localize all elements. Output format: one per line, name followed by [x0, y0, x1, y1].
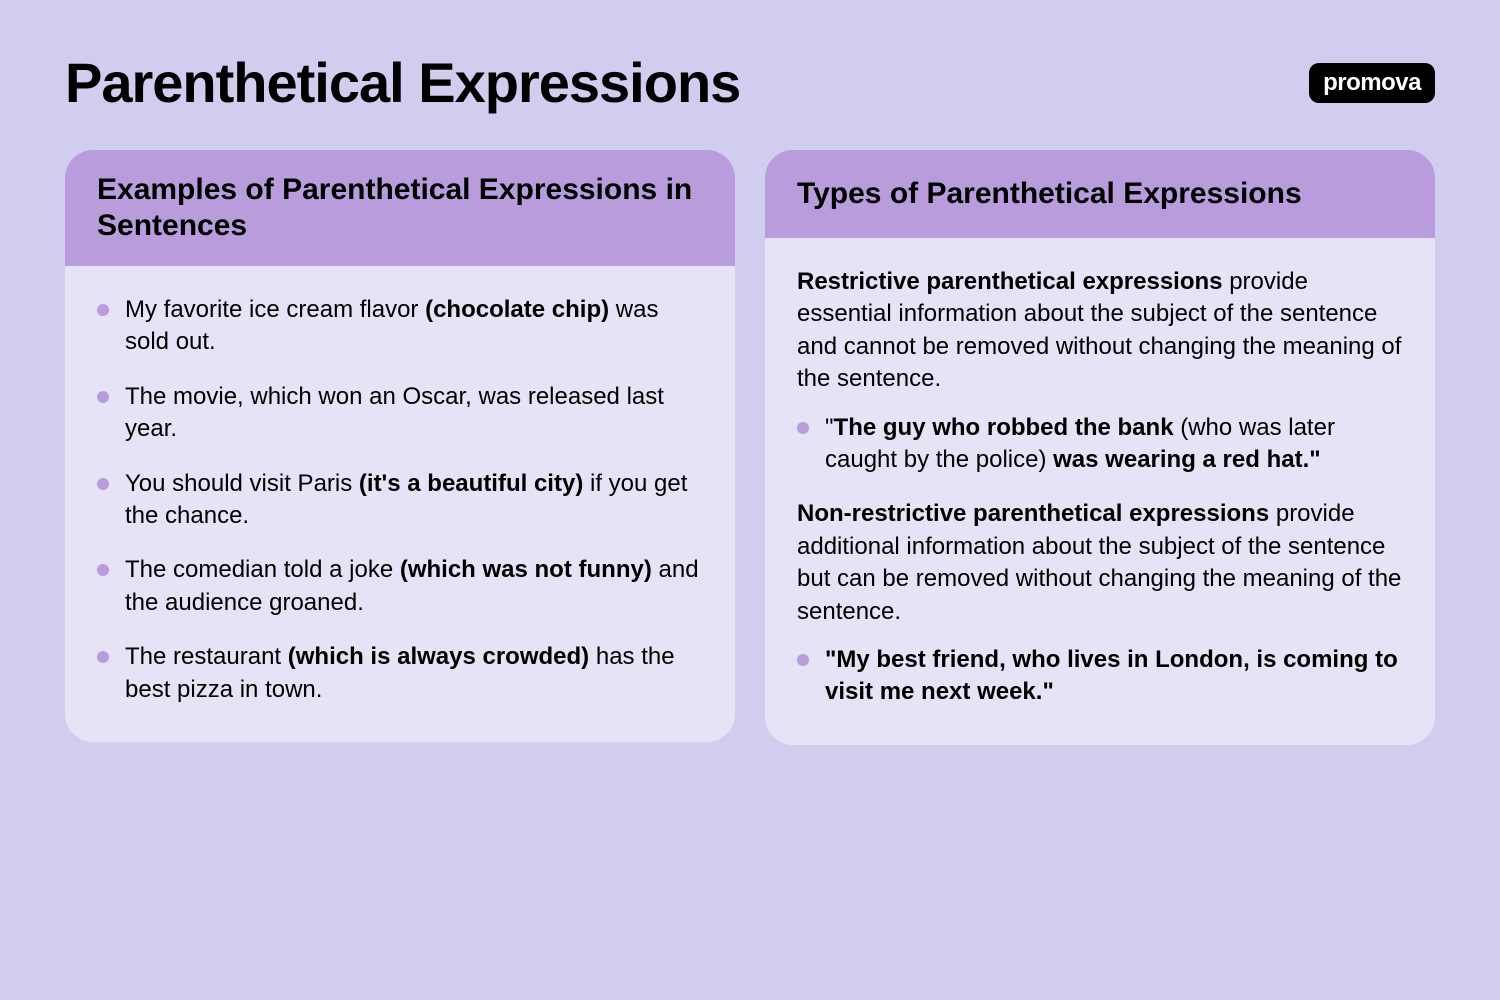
type-example-item: "The guy who robbed the bank (who was la…	[797, 412, 1403, 477]
types-card-header: Types of Parenthetical Expressions	[765, 150, 1435, 238]
example-item: You should visit Paris (it's a beautiful…	[97, 468, 703, 533]
types-card-body: Restrictive parenthetical expressions pr…	[765, 238, 1435, 745]
examples-card-body: My favorite ice cream flavor (chocolate …	[65, 266, 735, 742]
example-text-pre: The comedian told a joke	[125, 556, 400, 583]
examples-list: My favorite ice cream flavor (chocolate …	[97, 294, 703, 706]
header: Parenthetical Expressions promova	[65, 50, 1435, 115]
example-bold1: The guy who robbed the bank	[834, 414, 1174, 441]
type-example-item: "My best friend, who lives in London, is…	[797, 644, 1403, 709]
example-text-pre: You should visit Paris	[125, 470, 359, 497]
type-example-list: "My best friend, who lives in London, is…	[797, 644, 1403, 709]
example-text-bold: (which was not funny)	[400, 556, 652, 583]
type-lead: Restrictive parenthetical expressions	[797, 268, 1223, 295]
type-lead: Non-restrictive parenthetical expression…	[797, 500, 1269, 527]
example-item: My favorite ice cream flavor (chocolate …	[97, 294, 703, 359]
example-bold2: was wearing a red hat."	[1053, 446, 1320, 473]
examples-card: Examples of Parenthetical Expressions in…	[65, 150, 735, 745]
example-text-bold: (chocolate chip)	[425, 296, 609, 323]
content-columns: Examples of Parenthetical Expressions in…	[65, 150, 1435, 745]
example-text-pre: The movie, which won an Oscar, was relea…	[125, 383, 664, 442]
brand-logo: promova	[1309, 63, 1435, 103]
example-item: The restaurant (which is always crowded)…	[97, 641, 703, 706]
example-text-bold: (which is always crowded)	[288, 643, 589, 670]
example-bold1: "My best friend, who lives in London, is…	[825, 646, 1398, 705]
type-example-list: "The guy who robbed the bank (who was la…	[797, 412, 1403, 477]
examples-card-header: Examples of Parenthetical Expressions in…	[65, 150, 735, 266]
example-text-pre: The restaurant	[125, 643, 288, 670]
type-section-nonrestrictive: Non-restrictive parenthetical expression…	[797, 498, 1403, 708]
page-title: Parenthetical Expressions	[65, 50, 740, 115]
types-card: Types of Parenthetical Expressions Restr…	[765, 150, 1435, 745]
example-item: The comedian told a joke (which was not …	[97, 554, 703, 619]
type-section-restrictive: Restrictive parenthetical expressions pr…	[797, 266, 1403, 476]
example-text-pre: My favorite ice cream flavor	[125, 296, 425, 323]
example-text-bold: (it's a beautiful city)	[359, 470, 583, 497]
example-item: The movie, which won an Oscar, was relea…	[97, 381, 703, 446]
type-description: Non-restrictive parenthetical expression…	[797, 498, 1403, 628]
example-quote-open: "	[825, 414, 834, 441]
type-description: Restrictive parenthetical expressions pr…	[797, 266, 1403, 396]
